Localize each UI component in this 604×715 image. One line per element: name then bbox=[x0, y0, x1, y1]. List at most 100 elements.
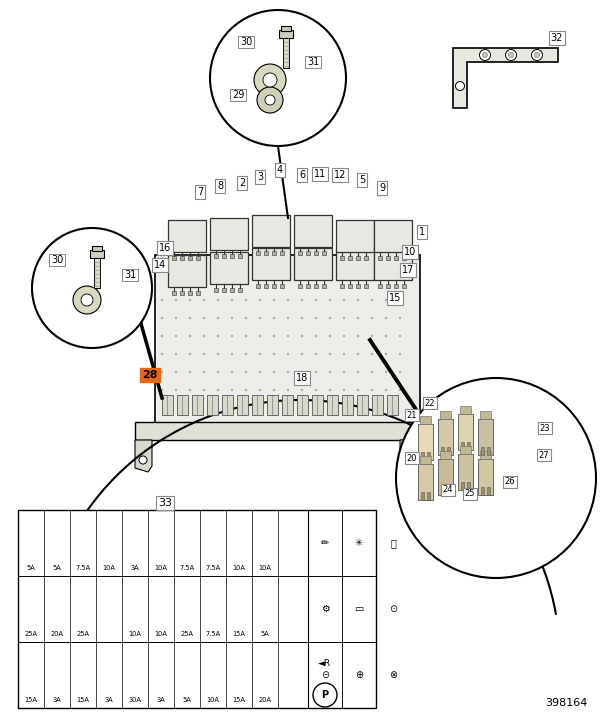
Circle shape bbox=[231, 389, 233, 391]
Polygon shape bbox=[400, 440, 418, 468]
Text: 7.5A: 7.5A bbox=[205, 565, 220, 571]
Circle shape bbox=[329, 317, 331, 319]
Bar bbox=[207, 395, 218, 415]
Bar bbox=[458, 454, 473, 490]
Bar bbox=[402, 256, 406, 260]
Bar bbox=[94, 258, 100, 288]
Bar bbox=[177, 395, 188, 415]
Circle shape bbox=[231, 352, 233, 355]
Bar bbox=[438, 459, 453, 495]
Bar bbox=[372, 395, 383, 415]
Circle shape bbox=[231, 299, 233, 301]
Bar bbox=[327, 395, 338, 415]
Bar bbox=[92, 246, 102, 251]
Bar bbox=[168, 220, 206, 252]
Bar bbox=[461, 482, 464, 490]
Bar bbox=[394, 284, 398, 288]
Circle shape bbox=[139, 456, 147, 464]
Text: 3A: 3A bbox=[104, 697, 114, 703]
Bar bbox=[272, 251, 276, 255]
Bar bbox=[467, 442, 470, 450]
Circle shape bbox=[287, 335, 289, 337]
Polygon shape bbox=[453, 48, 558, 108]
Text: 11: 11 bbox=[314, 169, 326, 179]
Bar bbox=[336, 220, 374, 252]
Circle shape bbox=[217, 371, 219, 373]
Text: 5A: 5A bbox=[27, 565, 36, 571]
Text: 15A: 15A bbox=[25, 697, 37, 703]
Bar bbox=[230, 254, 234, 258]
Text: 25A: 25A bbox=[77, 631, 89, 637]
Circle shape bbox=[73, 286, 101, 314]
Text: 10A: 10A bbox=[103, 565, 115, 571]
Text: ⚙: ⚙ bbox=[321, 604, 329, 614]
Text: ◄R: ◄R bbox=[318, 659, 332, 669]
Bar bbox=[210, 252, 248, 284]
Bar bbox=[481, 487, 484, 495]
Bar bbox=[418, 424, 433, 460]
Circle shape bbox=[357, 335, 359, 337]
Bar bbox=[314, 251, 318, 255]
Bar bbox=[294, 215, 332, 247]
Circle shape bbox=[189, 389, 191, 391]
Circle shape bbox=[329, 335, 331, 337]
Text: 3A: 3A bbox=[156, 697, 165, 703]
Circle shape bbox=[245, 299, 247, 301]
Text: 15A: 15A bbox=[77, 697, 89, 703]
Text: 20A: 20A bbox=[51, 631, 63, 637]
Text: 14: 14 bbox=[154, 260, 166, 270]
Text: 7.5A: 7.5A bbox=[205, 631, 220, 637]
Bar bbox=[467, 482, 470, 490]
Circle shape bbox=[329, 352, 331, 355]
Text: 4: 4 bbox=[277, 165, 283, 175]
Circle shape bbox=[329, 389, 331, 391]
Text: 22: 22 bbox=[425, 398, 435, 408]
Bar bbox=[279, 30, 293, 38]
Bar bbox=[487, 487, 490, 495]
Text: 5A: 5A bbox=[260, 631, 269, 637]
Circle shape bbox=[357, 389, 359, 391]
Circle shape bbox=[385, 389, 387, 391]
Bar bbox=[394, 256, 398, 260]
Bar bbox=[356, 256, 360, 260]
Circle shape bbox=[532, 49, 542, 61]
Bar bbox=[364, 284, 368, 288]
Circle shape bbox=[399, 371, 401, 373]
Bar bbox=[421, 492, 424, 500]
Circle shape bbox=[301, 371, 303, 373]
Text: 2: 2 bbox=[239, 178, 245, 188]
Bar bbox=[252, 248, 290, 280]
Bar bbox=[357, 395, 368, 415]
Text: 32: 32 bbox=[551, 33, 563, 43]
Circle shape bbox=[399, 389, 401, 391]
Text: 10A: 10A bbox=[233, 565, 245, 571]
Bar bbox=[306, 284, 310, 288]
Circle shape bbox=[245, 389, 247, 391]
Circle shape bbox=[245, 317, 247, 319]
Text: 21: 21 bbox=[406, 410, 417, 420]
Bar bbox=[356, 284, 360, 288]
Text: ▭: ▭ bbox=[355, 604, 364, 614]
Bar bbox=[314, 284, 318, 288]
Bar bbox=[348, 256, 352, 260]
Text: 23: 23 bbox=[540, 423, 550, 433]
Text: 15A: 15A bbox=[233, 697, 245, 703]
Text: ✳: ✳ bbox=[355, 538, 363, 548]
Circle shape bbox=[175, 371, 177, 373]
Bar bbox=[441, 447, 444, 455]
Circle shape bbox=[385, 335, 387, 337]
Text: 3A: 3A bbox=[53, 697, 62, 703]
Circle shape bbox=[254, 64, 286, 96]
Bar bbox=[487, 447, 490, 455]
Bar bbox=[280, 284, 284, 288]
Bar bbox=[172, 256, 176, 260]
Circle shape bbox=[287, 317, 289, 319]
Text: 1: 1 bbox=[419, 227, 425, 237]
Text: 15A: 15A bbox=[233, 631, 245, 637]
Text: 30: 30 bbox=[51, 255, 63, 265]
Circle shape bbox=[217, 352, 219, 355]
Circle shape bbox=[210, 10, 346, 146]
Text: 5A: 5A bbox=[53, 565, 62, 571]
Circle shape bbox=[259, 389, 261, 391]
Polygon shape bbox=[135, 440, 152, 472]
